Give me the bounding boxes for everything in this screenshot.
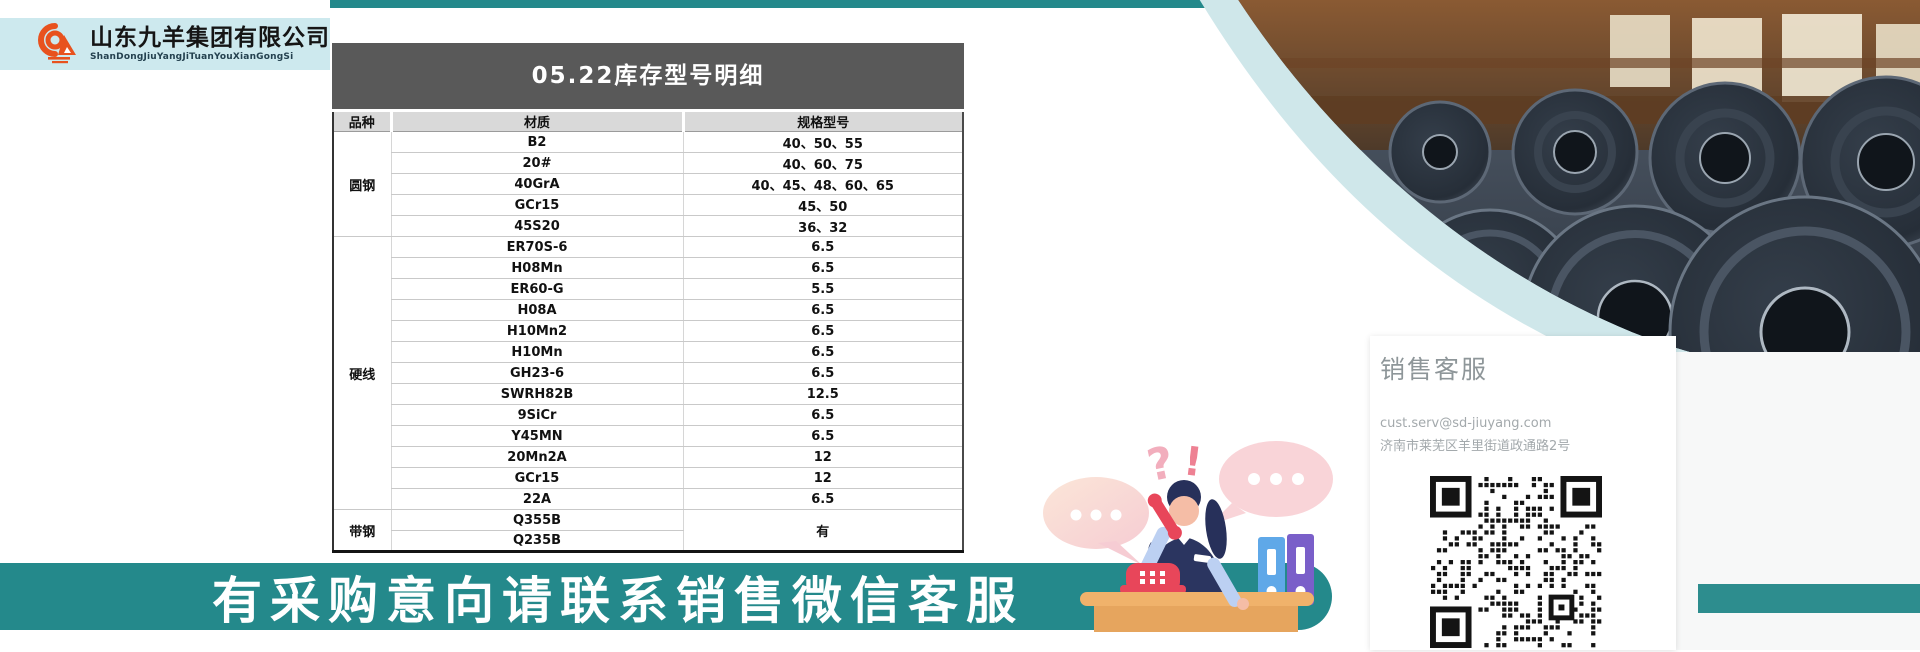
speech-bubble-left — [1043, 477, 1149, 565]
spec-cell: 12.5 — [682, 383, 963, 405]
category-cell: 带钢 — [333, 509, 391, 552]
contact-address: 济南市莱芜区羊里街道政通路2号 — [1380, 439, 1571, 454]
material-cell: H08A — [390, 299, 683, 321]
table-row: 20Mn2A 12 — [333, 446, 963, 468]
question-mark: ? — [1143, 437, 1179, 492]
material-cell: H10Mn — [390, 341, 683, 363]
steel-coils-back-row — [1388, 75, 1920, 249]
spec-cell: 12 — [682, 467, 963, 489]
spec-cell: 6.5 — [682, 341, 963, 363]
wechat-qr-code — [1430, 476, 1602, 648]
table-row: 45S20 36、32 — [333, 215, 963, 237]
column-header-category: 品种 — [333, 112, 391, 132]
spec-cell: 40、45、48、60、65 — [682, 173, 963, 195]
material-cell: GCr15 — [390, 194, 683, 216]
table-row: 22A 6.5 — [333, 488, 963, 510]
telephone — [1120, 563, 1186, 594]
material-cell: 20# — [390, 152, 683, 174]
material-cell: Y45MN — [390, 425, 683, 447]
company-logo-block: 山东九羊集团有限公司 ShanDongJiuYangJiTuanYouXianG… — [0, 18, 330, 70]
contact-heading: 销售客服 — [1380, 355, 1489, 384]
top-accent-stripe — [330, 0, 1245, 8]
table-row: 圆钢 B2 40、50、55 — [333, 131, 963, 237]
material-cell: 40GrA — [390, 173, 683, 195]
column-header-spec: 规格型号 — [681, 112, 963, 132]
table-title-divider — [332, 109, 964, 112]
company-logo-icon — [38, 23, 76, 64]
company-name-cn: 山东九羊集团有限公司 — [90, 24, 330, 51]
material-cell: H08Mn — [390, 257, 683, 279]
table-row: GCr15 12 — [333, 467, 963, 489]
spec-cell: 5.5 — [682, 278, 963, 300]
material-cell: 22A — [390, 488, 683, 510]
speech-bubble-right — [1210, 441, 1333, 525]
table-header-row: 品种 材质 规格型号 — [333, 112, 963, 132]
contact-card: 销售客服 cust.serv@sd-jiuyang.com 济南市莱芜区羊里街道… — [1370, 336, 1676, 650]
contact-email: cust.serv@sd-jiuyang.com — [1380, 416, 1552, 431]
spec-cell: 6.5 — [682, 320, 963, 342]
material-cell: 45S20 — [390, 215, 683, 237]
cta-banner-text: 有采购意向请联系销售微信客服 — [212, 571, 1024, 630]
inventory-table-title: 05.22库存型号明细 — [332, 43, 964, 109]
material-cell: SWRH82B — [390, 383, 683, 405]
material-cell: ER70S-6 — [390, 236, 683, 258]
spec-cell: 6.5 — [682, 257, 963, 279]
service-agent — [1139, 480, 1227, 603]
spec-cell: 有 — [682, 509, 963, 552]
material-cell: ER60-G — [390, 278, 683, 300]
table-row: GH23-6 6.5 — [333, 362, 963, 384]
material-cell: Q235B — [390, 530, 683, 552]
agent-arm — [1207, 557, 1242, 608]
spec-cell: 6.5 — [682, 404, 963, 426]
inventory-table: 05.22库存型号明细 品种 材质 规格型号 圆钢 B2 40、50、55 20# 40… — [332, 43, 964, 553]
spec-cell: 6.5 — [682, 236, 963, 258]
table-row: 硬线 ER70S-6 6.5 — [333, 236, 963, 510]
material-cell: 20Mn2A — [390, 446, 683, 468]
table-row: 9SiCr 6.5 — [333, 404, 963, 426]
inventory-table-body: 圆钢 B2 40、50、55 20# 40、60、75 40GrA 40、45、48、60、… — [333, 131, 963, 552]
material-cell: 9SiCr — [390, 404, 683, 426]
category-cell: 圆钢 — [333, 131, 391, 237]
table-row: H10Mn 6.5 — [333, 341, 963, 363]
table-row: 带钢 Q355B 有 — [333, 509, 963, 552]
exclamation-mark: ! — [1181, 438, 1205, 486]
spec-cell: 12 — [682, 446, 963, 468]
bottom-right-accent-bar — [1698, 584, 1920, 613]
table-row: H08A 6.5 — [333, 299, 963, 321]
table-row: GCr15 45、50 — [333, 194, 963, 216]
table-row: ER60-G 5.5 — [333, 278, 963, 300]
column-header-material: 材质 — [389, 112, 683, 132]
binders — [1258, 534, 1314, 605]
table-row: 40GrA 40、45、48、60、65 — [333, 173, 963, 195]
spec-cell: 40、60、75 — [682, 152, 963, 174]
table-row: Y45MN 6.5 — [333, 425, 963, 447]
category-cell: 硬线 — [333, 236, 391, 510]
material-cell: Q355B — [390, 509, 683, 531]
table-row: H08Mn 6.5 — [333, 257, 963, 279]
customer-service-illustration: ? ! — [1043, 437, 1333, 632]
spec-cell: 6.5 — [682, 299, 963, 321]
spec-cell: 36、32 — [682, 215, 963, 237]
company-name-block: 山东九羊集团有限公司 ShanDongJiuYangJiTuanYouXianG… — [90, 24, 330, 62]
spec-cell: 6.5 — [682, 362, 963, 384]
agent-hand — [1237, 598, 1249, 610]
material-cell: B2 — [390, 131, 683, 153]
company-name-pinyin: ShanDongJiuYangJiTuanYouXianGongSi — [90, 51, 294, 62]
material-cell: GCr15 — [390, 467, 683, 489]
table-row: 20# 40、60、75 — [333, 152, 963, 174]
factory-photo — [1199, 0, 1920, 462]
table-row: Q235B — [333, 530, 963, 552]
spec-cell: 40、50、55 — [682, 131, 963, 153]
table-row: SWRH82B 12.5 — [333, 383, 963, 405]
material-cell: GH23-6 — [390, 362, 683, 384]
spec-cell: 6.5 — [682, 425, 963, 447]
table-row: H10Mn2 6.5 — [333, 320, 963, 342]
spec-cell: 6.5 — [682, 488, 963, 510]
material-cell: H10Mn2 — [390, 320, 683, 342]
desk — [1080, 592, 1314, 632]
spec-cell: 45、50 — [682, 194, 963, 216]
